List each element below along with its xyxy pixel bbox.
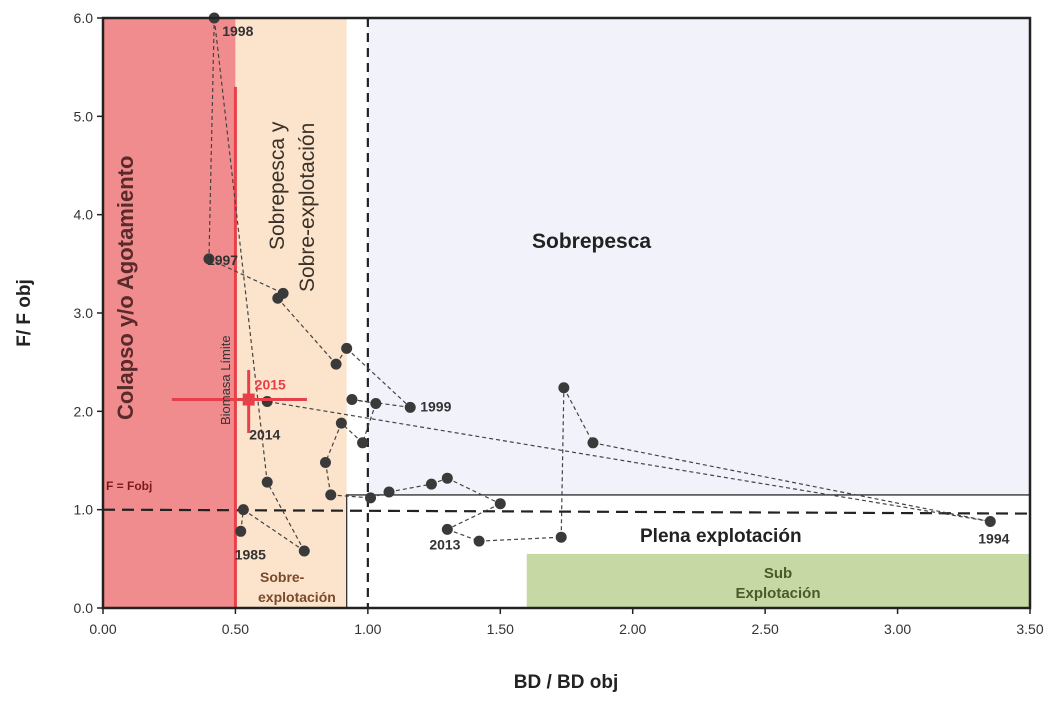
trajectory-segment <box>346 347 411 408</box>
zone-2 <box>367 18 1030 510</box>
zone-label-plena: Plena explotación <box>640 526 802 547</box>
trajectory-point <box>555 531 567 543</box>
zone-label-sobrepesca-y-2: Sobre-explotación <box>296 123 319 292</box>
trajectory-point <box>984 515 996 527</box>
trajectory-point <box>587 437 599 449</box>
x-tick-label: 0.00 <box>89 621 116 637</box>
trajectory-point <box>494 498 506 510</box>
zone-label-sobrepesca-y-1: Sobrepesca y <box>266 121 289 250</box>
trajectory-point <box>261 396 273 407</box>
trajectory-segment <box>266 481 305 552</box>
trajectory-point <box>335 417 347 429</box>
current-point-label: 2015 <box>255 377 286 393</box>
y-tick-label: 3.0 <box>74 305 94 321</box>
x-tick-label: 1.50 <box>487 621 514 637</box>
x-axis-label: BD / BD obj <box>514 672 619 693</box>
trajectory-point <box>404 401 416 413</box>
point-label-1998: 1998 <box>222 23 253 39</box>
trajectory-point <box>237 504 249 516</box>
trajectory-segment <box>560 387 565 538</box>
trajectory-segment <box>267 400 991 523</box>
trajectory-point <box>558 382 570 394</box>
point-label-2014: 2014 <box>249 427 280 443</box>
y-tick-label: 6.0 <box>74 10 94 26</box>
zone-label-sobre-1: Sobre- <box>260 569 305 585</box>
trajectory-point <box>235 525 247 537</box>
x-tick-label: 0.50 <box>222 621 249 637</box>
trajectory-point <box>441 523 453 535</box>
trajectory-segment <box>388 483 432 493</box>
y-tick-label: 4.0 <box>74 207 94 223</box>
point-label-1999: 1999 <box>420 398 451 414</box>
trajectory-point <box>319 456 331 468</box>
trajectory-segment <box>563 387 594 444</box>
y-tick-label: 0.0 <box>74 600 94 616</box>
x-tick-label: 3.50 <box>1016 621 1043 637</box>
trajectory-point <box>357 437 369 449</box>
trajectory-segment <box>324 462 332 496</box>
current-point <box>242 393 255 406</box>
point-label-1985: 1985 <box>235 546 266 562</box>
trajectory-segment <box>324 422 342 463</box>
trajectory-segment <box>447 503 501 530</box>
trajectory-point <box>325 489 337 501</box>
trajectory-segment <box>592 442 991 523</box>
x-tick-label: 2.50 <box>752 621 779 637</box>
trajectory-segment <box>213 17 268 483</box>
trajectory-point <box>330 358 342 370</box>
trajectory-point <box>346 394 358 406</box>
f-fobj-label: F = Fobj <box>106 479 152 493</box>
trajectory-point <box>272 292 284 304</box>
trajectory-point <box>425 478 437 490</box>
trajectory-point <box>441 472 453 484</box>
trajectory-point <box>365 492 377 504</box>
trajectory-segment <box>243 509 305 552</box>
trajectory-segment <box>447 528 480 542</box>
x-tick-label: 1.00 <box>354 621 381 637</box>
trajectory-segment <box>447 477 501 505</box>
zone-label-sub-2: Explotación <box>735 585 820 602</box>
y-tick-label: 5.0 <box>74 108 94 124</box>
x-tick-label: 2.00 <box>619 621 646 637</box>
trajectory-point <box>370 397 382 409</box>
zone-label-sobrepesca: Sobrepesca <box>532 230 651 253</box>
trajectory-point <box>298 545 310 557</box>
zone-label-sub-1: Sub <box>764 565 792 582</box>
x-tick-label: 3.00 <box>884 621 911 637</box>
zone-5 <box>526 553 1030 608</box>
y-axis-label: F/ F obj <box>14 279 35 347</box>
trajectory-segment <box>208 17 215 259</box>
trajectory-point <box>473 535 485 547</box>
plena-boundary <box>346 494 1030 608</box>
y-tick-label: 1.0 <box>74 502 94 518</box>
zone-label-sobre-2: explotación <box>258 589 336 605</box>
y-tick-label: 2.0 <box>74 403 94 419</box>
zone-3 <box>235 494 347 608</box>
trajectory-point <box>261 476 273 488</box>
trajectory-point <box>383 486 395 498</box>
trajectory-point <box>341 342 353 354</box>
trajectory-segment <box>277 297 337 365</box>
point-label-2013: 2013 <box>429 536 460 552</box>
f-fobj-line <box>102 508 1031 515</box>
biomasa-limite-label: Biomasa Límite <box>218 335 233 425</box>
point-label-1994: 1994 <box>978 530 1009 546</box>
zone-label-colapso: Colapso y/o Agotamiento <box>113 156 138 420</box>
trajectory-point <box>203 253 215 265</box>
point-label-1997: 1997 <box>207 252 238 268</box>
